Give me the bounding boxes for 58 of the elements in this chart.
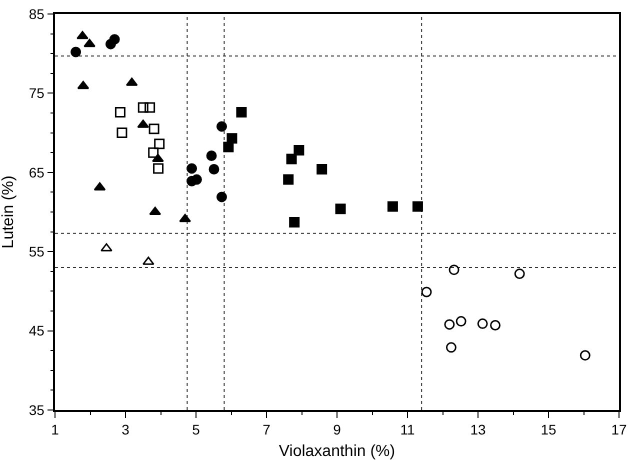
y-tick-label: 75: [28, 85, 45, 102]
x-tick-label: 7: [262, 422, 271, 438]
point: [477, 318, 488, 329]
point: [283, 174, 294, 185]
y-tick-label: 65: [28, 164, 45, 180]
point: [444, 319, 455, 330]
point: [138, 102, 148, 113]
y-tick-label: 85: [28, 6, 45, 22]
point: [84, 38, 96, 48]
point: [186, 163, 198, 174]
point: [179, 214, 192, 222]
point: [76, 30, 88, 40]
point: [114, 106, 126, 118]
x-tick-label: 5: [192, 422, 200, 438]
point: [490, 320, 501, 331]
point: [456, 316, 466, 327]
point: [446, 342, 456, 353]
point: [109, 34, 120, 45]
point: [387, 201, 398, 212]
point: [294, 144, 304, 156]
x-tick-label: 13: [470, 422, 486, 438]
point: [206, 150, 217, 162]
point: [226, 133, 238, 144]
point: [154, 138, 165, 150]
point: [70, 46, 82, 58]
point: [421, 286, 432, 298]
x-tick-label: 1: [51, 422, 60, 438]
point: [514, 268, 525, 280]
point: [216, 121, 227, 132]
y-tick-label: 55: [28, 244, 45, 260]
point: [236, 106, 247, 118]
point: [335, 204, 346, 214]
x-tick-label: 15: [540, 422, 556, 438]
x-tick-label: 3: [122, 422, 130, 438]
point: [289, 217, 300, 228]
point: [191, 174, 202, 185]
x-tick-label: 11: [400, 422, 415, 438]
point: [412, 201, 423, 212]
point: [316, 164, 328, 174]
point: [100, 243, 112, 252]
point: [580, 350, 590, 361]
point: [208, 164, 220, 174]
point: [153, 163, 164, 174]
point: [148, 124, 160, 134]
point: [286, 154, 297, 164]
point: [223, 142, 234, 152]
point: [148, 147, 159, 158]
x-axis-title: Violaxanthin (%): [278, 443, 396, 460]
x-tick-label: 9: [333, 422, 342, 438]
point: [116, 128, 128, 138]
y-axis-title: Lutein (%): [0, 176, 17, 248]
y-tick-label: 35: [28, 402, 45, 418]
point: [77, 80, 90, 90]
x-tick-label: 17: [611, 422, 627, 438]
point: [448, 264, 460, 276]
point: [144, 102, 156, 113]
point: [216, 192, 227, 202]
y-tick-label: 45: [28, 322, 45, 339]
